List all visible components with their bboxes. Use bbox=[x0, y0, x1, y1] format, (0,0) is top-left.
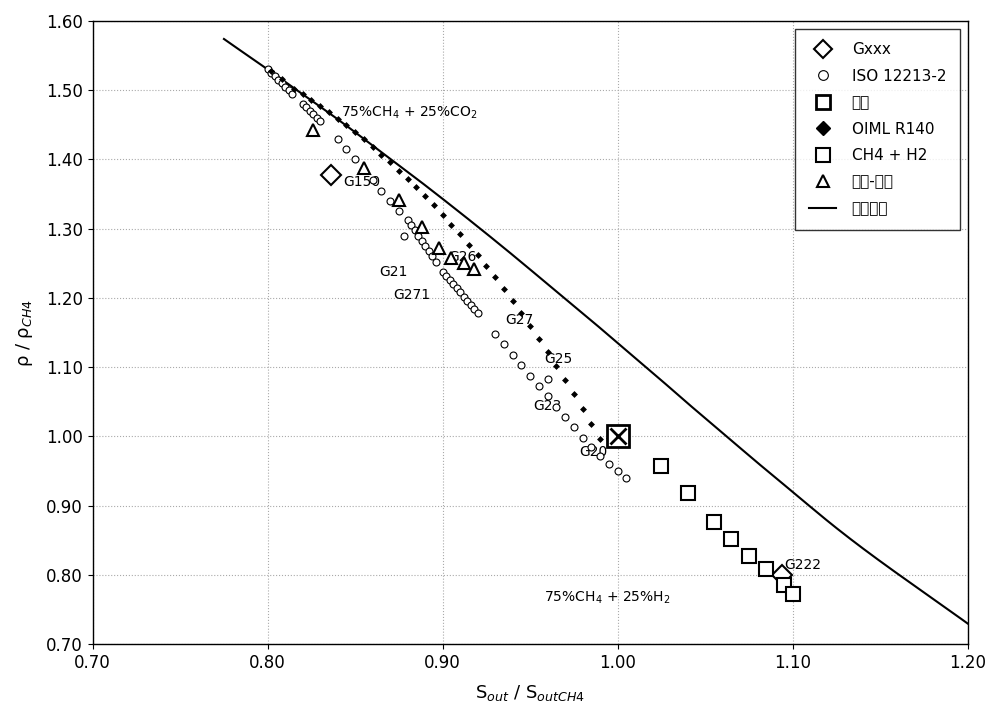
Legend: Gxxx, ISO 12213-2, 甲烷, OIML R140, CH4 + H2, 生物-甲烷, 相关函数: Gxxx, ISO 12213-2, 甲烷, OIML R140, CH4 + … bbox=[795, 29, 960, 229]
Text: G271: G271 bbox=[394, 288, 431, 303]
Y-axis label: ρ / ρ$_{CH4}$: ρ / ρ$_{CH4}$ bbox=[14, 298, 35, 366]
X-axis label: S$_{out}$ / S$_{out CH4}$: S$_{out}$ / S$_{out CH4}$ bbox=[475, 683, 585, 703]
Text: 75%CH$_4$ + 25%H$_2$: 75%CH$_4$ + 25%H$_2$ bbox=[544, 589, 671, 606]
Text: G26: G26 bbox=[448, 250, 476, 265]
Text: G222: G222 bbox=[784, 559, 821, 572]
Text: 75%CH$_4$ + 25%CO$_2$: 75%CH$_4$ + 25%CO$_2$ bbox=[341, 104, 478, 120]
Text: G27: G27 bbox=[506, 313, 534, 327]
Text: G21: G21 bbox=[380, 265, 408, 279]
Text: G23: G23 bbox=[534, 399, 562, 413]
Text: G150: G150 bbox=[343, 175, 380, 189]
Text: G20: G20 bbox=[579, 445, 607, 459]
Text: G25: G25 bbox=[544, 352, 572, 366]
